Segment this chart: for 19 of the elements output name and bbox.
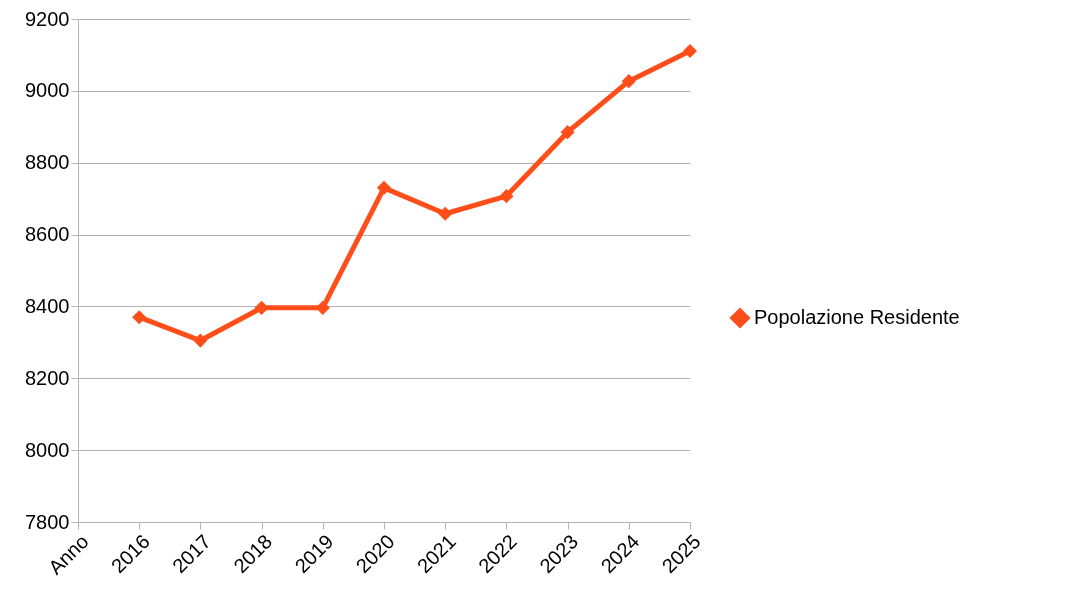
point (254, 300, 269, 315)
point (315, 300, 330, 315)
point (438, 206, 453, 221)
y-tick-label: 8400 (25, 294, 70, 317)
y-tick-label: 9000 (25, 79, 70, 102)
y-tick-label: 8000 (25, 438, 70, 461)
y-tick-label: 8800 (25, 151, 70, 174)
point (132, 310, 147, 325)
point (499, 189, 514, 204)
y-tick-label: 7800 (25, 510, 70, 533)
y-tick-label: 8200 (25, 366, 70, 389)
y-tick-label: 8600 (25, 223, 70, 246)
point (193, 333, 208, 348)
point (560, 125, 575, 140)
point (376, 180, 392, 195)
legend-label: Popolazione Residente (754, 306, 960, 328)
y-tick-label: 9200 (25, 7, 70, 30)
point (621, 74, 636, 89)
point (682, 43, 698, 59)
